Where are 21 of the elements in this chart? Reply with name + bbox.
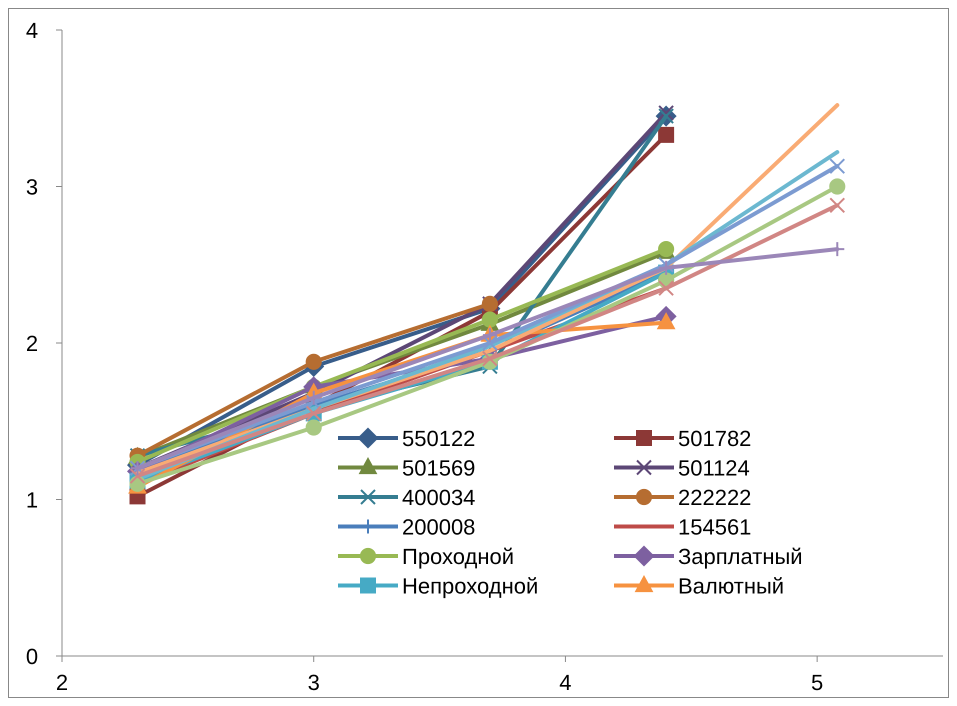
- x-tick-label: 3: [308, 670, 320, 695]
- x-tick-label: 5: [811, 670, 824, 695]
- legend-label: 200008: [402, 514, 476, 540]
- legend-label: 501569: [402, 456, 476, 480]
- y-tick-label: 3: [26, 174, 38, 200]
- x-tick-label: 4: [559, 670, 572, 695]
- legend-label: 222222: [678, 485, 752, 510]
- x-tick-label: 2: [56, 670, 68, 695]
- legend-label: 501782: [678, 426, 752, 451]
- legend-label: Зарплатный: [678, 544, 803, 569]
- legend-label: 154561: [678, 514, 752, 540]
- y-tick-label: 1: [26, 488, 38, 512]
- y-tick-label: 0: [26, 644, 38, 669]
- legend-label: 501124: [678, 456, 750, 480]
- y-tick-label: 4: [26, 18, 38, 43]
- y-tick-label: 2: [26, 331, 38, 356]
- legend-label: 400034: [402, 485, 476, 510]
- legend-label: Валютный: [678, 574, 784, 598]
- legend-label: Проходной: [402, 544, 514, 569]
- legend-label: 550122: [402, 426, 476, 451]
- legend-label: Непроходной: [402, 574, 538, 598]
